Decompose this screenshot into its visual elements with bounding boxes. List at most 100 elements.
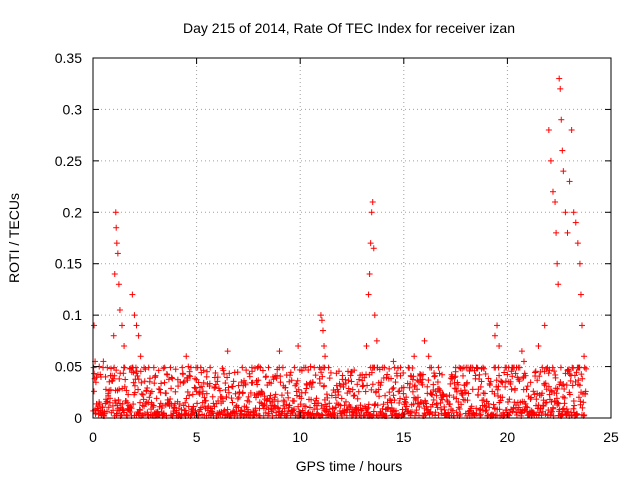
data-point <box>359 377 366 384</box>
data-point <box>127 404 134 411</box>
data-point <box>437 400 444 407</box>
data-point <box>121 364 128 371</box>
data-point <box>239 389 246 396</box>
data-point <box>516 378 523 385</box>
data-point <box>318 317 325 324</box>
data-point <box>326 400 333 407</box>
data-point <box>297 401 304 408</box>
data-point <box>115 396 122 403</box>
data-point <box>359 383 366 390</box>
data-point <box>476 371 483 378</box>
data-point <box>538 412 545 419</box>
data-point <box>451 385 458 392</box>
data-point <box>501 369 508 376</box>
data-point <box>245 393 252 400</box>
data-point <box>432 409 439 416</box>
data-point <box>482 370 489 377</box>
data-point <box>224 406 231 413</box>
data-point <box>402 398 409 405</box>
data-point <box>182 407 189 414</box>
data-point <box>163 390 170 397</box>
data-point <box>539 364 546 371</box>
data-point <box>152 373 159 380</box>
data-point <box>119 400 126 407</box>
data-point <box>403 394 410 401</box>
data-point <box>473 410 480 417</box>
data-point <box>295 386 302 393</box>
data-point <box>385 404 392 411</box>
data-point <box>518 410 525 417</box>
data-point <box>472 372 479 379</box>
data-point <box>407 372 414 379</box>
x-tick-label: 0 <box>89 429 97 445</box>
data-point <box>134 372 141 379</box>
data-point <box>111 271 118 277</box>
data-point <box>362 388 369 395</box>
data-point <box>391 397 398 404</box>
data-point <box>537 368 544 375</box>
data-point <box>130 369 137 376</box>
data-point <box>267 392 274 399</box>
data-point <box>477 383 484 390</box>
data-points <box>90 75 590 419</box>
data-point <box>277 373 284 380</box>
data-point <box>554 260 561 267</box>
data-point <box>354 381 361 388</box>
data-point <box>508 386 515 393</box>
data-point <box>494 386 501 393</box>
data-point <box>328 392 335 399</box>
data-point <box>220 398 227 405</box>
data-point <box>457 411 464 418</box>
data-point <box>287 369 294 376</box>
data-point <box>106 378 113 385</box>
data-point <box>469 386 476 393</box>
data-point <box>580 399 587 406</box>
data-point <box>323 403 330 410</box>
data-point <box>157 400 164 407</box>
data-point <box>436 370 443 377</box>
y-tick-label: 0.25 <box>55 153 82 169</box>
y-tick-label: 0.05 <box>55 359 82 375</box>
data-point <box>495 383 502 390</box>
data-point <box>498 378 505 385</box>
data-point <box>549 408 556 415</box>
data-point <box>291 398 298 405</box>
data-point <box>291 406 298 413</box>
data-point <box>220 367 227 374</box>
data-point <box>490 411 497 418</box>
data-point <box>305 367 312 374</box>
data-point <box>384 371 391 378</box>
data-point <box>527 379 534 386</box>
data-point <box>132 364 139 371</box>
data-point <box>380 401 387 408</box>
data-point <box>509 373 516 380</box>
data-point <box>386 365 393 372</box>
data-point <box>475 392 482 399</box>
data-point <box>135 332 142 339</box>
data-point <box>518 348 525 355</box>
data-point <box>274 404 281 411</box>
data-point <box>343 407 350 414</box>
data-point <box>440 391 447 398</box>
data-point <box>397 364 404 371</box>
data-point <box>490 401 497 408</box>
data-point <box>496 343 503 349</box>
data-point <box>571 402 578 409</box>
data-point <box>187 373 194 380</box>
data-point <box>414 386 421 393</box>
data-point <box>349 368 355 375</box>
data-point <box>104 408 111 415</box>
data-point <box>124 399 131 406</box>
data-point <box>555 400 562 407</box>
y-tick-label: 0.15 <box>55 256 82 272</box>
data-point <box>396 388 403 395</box>
data-point <box>196 389 203 396</box>
data-point <box>575 377 582 384</box>
data-point <box>416 370 423 377</box>
data-point <box>155 385 162 392</box>
data-point <box>224 374 231 381</box>
data-point <box>481 365 488 372</box>
data-point <box>582 391 589 398</box>
data-point <box>172 366 179 373</box>
data-point <box>552 199 559 205</box>
